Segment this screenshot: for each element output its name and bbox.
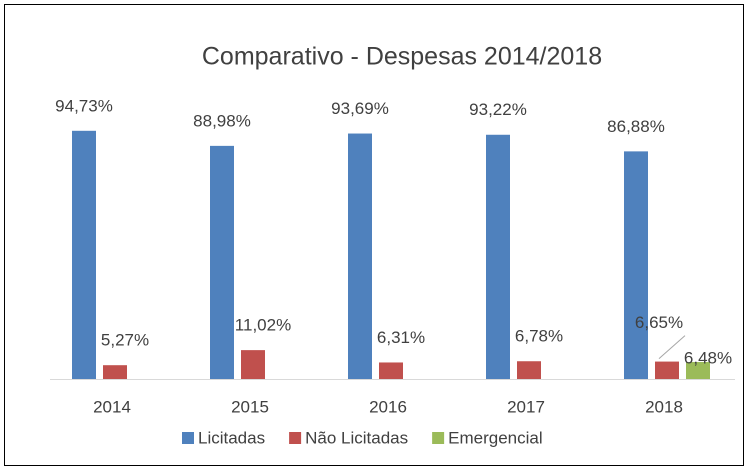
- bar: [103, 365, 127, 379]
- legend-label: Emergencial: [448, 428, 543, 447]
- bar: [241, 350, 265, 379]
- x-tick-label: 2016: [369, 397, 407, 416]
- leader-line: [658, 335, 686, 359]
- data-label: 94,73%: [55, 96, 113, 115]
- data-label: 6,48%: [684, 349, 732, 368]
- bar: [517, 361, 541, 379]
- x-tick-label: 2014: [93, 397, 131, 416]
- bar: [379, 362, 403, 379]
- legend-swatch: [182, 432, 194, 444]
- data-label: 6,78%: [515, 327, 563, 346]
- data-label: 93,69%: [331, 99, 389, 118]
- x-tick-label: 2018: [645, 397, 683, 416]
- data-label: 88,98%: [193, 111, 251, 130]
- bar: [655, 361, 679, 379]
- data-label: 5,27%: [101, 331, 149, 350]
- chart-title: Comparativo - Despesas 2014/2018: [202, 43, 602, 71]
- bar: [210, 145, 234, 379]
- x-tick-label: 2015: [231, 397, 269, 416]
- data-label: 11,02%: [235, 316, 291, 335]
- x-tick-label: 2017: [507, 397, 545, 416]
- bar: [624, 151, 648, 379]
- bar: [72, 130, 96, 379]
- chart-border: [4, 4, 744, 466]
- data-label: 6,65%: [635, 313, 683, 332]
- bar: [348, 133, 372, 379]
- data-label: 6,31%: [377, 328, 425, 347]
- legend-swatch: [289, 432, 302, 444]
- bar: [686, 362, 710, 379]
- legend-label: Licitadas: [198, 428, 265, 447]
- legend-label: Não Licitadas: [305, 428, 408, 447]
- legend-swatch: [432, 432, 445, 444]
- data-label: 86,88%: [607, 117, 665, 136]
- data-label: 93,22%: [469, 100, 527, 119]
- bar: [486, 134, 510, 379]
